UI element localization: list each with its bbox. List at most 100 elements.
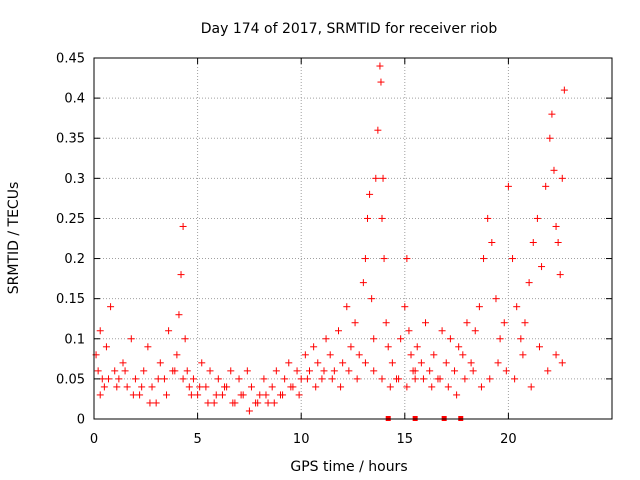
data-point	[496, 335, 504, 343]
data-point	[405, 327, 413, 335]
data-point	[312, 383, 320, 391]
data-point	[538, 263, 546, 271]
data-point	[407, 351, 415, 359]
chart-title: Day 174 of 2017, SRMTID for receiver rio…	[201, 21, 498, 37]
data-point	[119, 359, 127, 367]
data-point	[403, 255, 411, 263]
data-point	[500, 319, 508, 327]
data-point	[171, 367, 179, 375]
data-point	[173, 351, 181, 359]
data-point	[554, 239, 562, 247]
data-point	[105, 375, 113, 383]
data-point	[351, 319, 359, 327]
data-point	[227, 367, 235, 375]
data-point	[194, 391, 202, 399]
data-point	[494, 359, 502, 367]
data-point	[504, 182, 512, 190]
data-point	[214, 375, 222, 383]
tick-labels: 0 0.05 0.1 0.15 0.2 0.25 0.3 0.35 0.4 0.45 0 5 10 15 2…	[56, 52, 517, 448]
data-point	[422, 319, 430, 327]
data-point	[281, 375, 289, 383]
data-point	[395, 375, 403, 383]
data-point	[100, 383, 108, 391]
data-point	[361, 255, 369, 263]
data-point	[285, 359, 293, 367]
data-point	[303, 375, 311, 383]
data-point	[426, 367, 434, 375]
data-point	[152, 399, 160, 407]
data-point	[374, 126, 382, 134]
data-point	[492, 295, 500, 303]
data-point	[502, 367, 510, 375]
data-point	[144, 343, 152, 351]
data-point	[377, 78, 385, 86]
data-point	[179, 222, 187, 230]
data-point	[519, 351, 527, 359]
data-point	[272, 367, 280, 375]
data-point	[463, 319, 471, 327]
data-point	[138, 383, 146, 391]
data-point	[221, 383, 229, 391]
data-point	[558, 359, 566, 367]
data-point	[264, 399, 272, 407]
data-point	[107, 303, 115, 311]
y-tick-label: 0.2	[64, 252, 85, 267]
data-point	[305, 367, 313, 375]
data-point	[475, 303, 483, 311]
data-point	[235, 375, 243, 383]
data-point	[270, 399, 278, 407]
data-point	[334, 327, 342, 335]
data-point	[237, 391, 245, 399]
axis-ticks	[93, 57, 612, 420]
y-tick-label: 0.3	[64, 172, 85, 187]
data-point	[177, 271, 185, 279]
data-point	[546, 134, 554, 142]
data-point	[111, 367, 119, 375]
data-point	[550, 166, 558, 174]
data-point	[160, 375, 168, 383]
data-point	[123, 383, 131, 391]
data-point	[121, 367, 129, 375]
data-point	[260, 375, 268, 383]
data-point	[444, 383, 452, 391]
data-point	[218, 391, 226, 399]
data-point	[366, 190, 374, 198]
data-point	[131, 375, 139, 383]
data-point	[353, 375, 361, 383]
data-point	[229, 399, 237, 407]
data-point	[411, 367, 419, 375]
data-point	[339, 359, 347, 367]
data-point	[382, 319, 390, 327]
data-point	[136, 391, 144, 399]
data-point	[94, 367, 102, 375]
data-point	[368, 295, 376, 303]
data-point	[212, 391, 220, 399]
data-point	[254, 399, 262, 407]
data-point	[446, 335, 454, 343]
data-point	[262, 391, 270, 399]
data-point	[535, 343, 543, 351]
data-point	[442, 359, 450, 367]
data-point	[525, 279, 533, 287]
data-point	[310, 343, 318, 351]
data-point	[401, 303, 409, 311]
y-axis-label: SRMTID / TECUs	[6, 182, 22, 295]
y-tick-label: 0	[77, 413, 85, 428]
data-point	[268, 383, 276, 391]
data-point	[181, 335, 189, 343]
data-point	[533, 214, 541, 222]
data-point	[556, 271, 564, 279]
data-point	[175, 311, 183, 319]
data-point	[355, 351, 363, 359]
data-point	[245, 407, 253, 415]
data-point	[326, 351, 334, 359]
data-point	[477, 383, 485, 391]
x-tick-label: 20	[500, 432, 517, 447]
data-point	[314, 359, 322, 367]
y-tick-label: 0.25	[56, 212, 85, 227]
plot-frame	[93, 57, 613, 420]
data-point	[397, 335, 405, 343]
data-point	[513, 303, 521, 311]
data-point	[453, 391, 461, 399]
